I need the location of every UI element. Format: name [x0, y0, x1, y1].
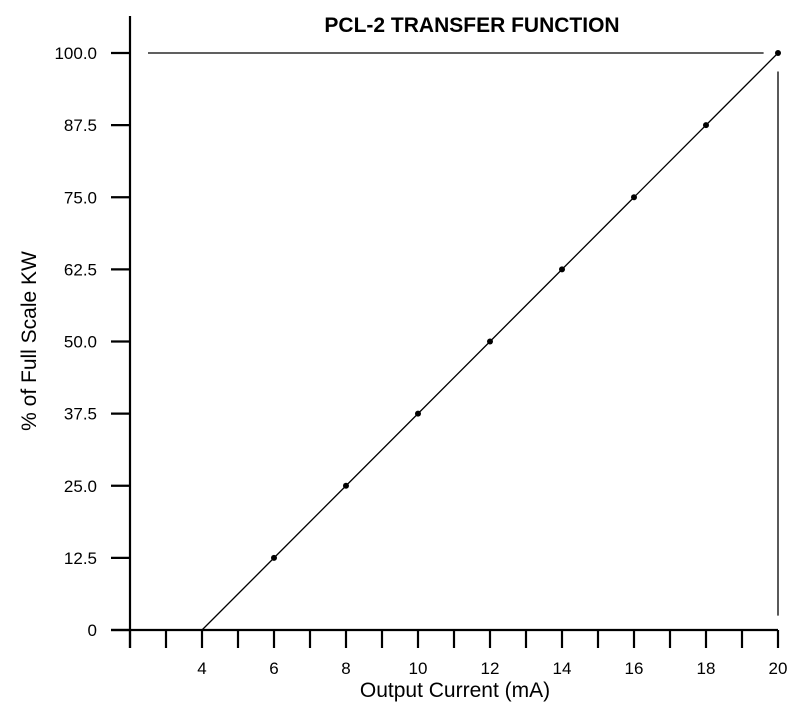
data-point-marker: [487, 338, 493, 345]
y-tick-label: 87.5: [64, 116, 97, 135]
y-axis: 0 12.5 25.0 37.5 50.0 62.5 75.0 87.5 100.0: [54, 16, 132, 648]
x-tick-label: 6: [269, 659, 278, 678]
x-tick-label: 10: [409, 659, 428, 678]
x-tick-label: 18: [697, 659, 716, 678]
y-tick-label: 75.0: [64, 188, 97, 207]
y-tick-label: 0: [88, 621, 97, 640]
x-tick-label: 16: [625, 659, 644, 678]
y-tick-label: 25.0: [64, 477, 97, 496]
data-point-marker: [271, 554, 277, 561]
x-tick-label: 14: [553, 659, 572, 678]
data-point-marker: [343, 482, 349, 489]
x-tick-label: 4: [197, 659, 206, 678]
y-tick-label: 37.5: [64, 405, 97, 424]
reference-lines: [148, 52, 779, 616]
data-point-marker: [559, 266, 565, 273]
chart-title: PCL-2 TRANSFER FUNCTION: [324, 14, 619, 37]
data-point-marker: [631, 194, 637, 201]
y-tick-label: 62.5: [64, 260, 97, 279]
data-point-marker: [703, 122, 709, 129]
data-series: [201, 50, 781, 631]
x-tick-label: 20: [769, 659, 788, 678]
x-axis-label: Output Current (mA): [360, 679, 550, 702]
y-axis-label: % of Full Scale KW: [18, 251, 41, 431]
x-tick-label: 8: [341, 659, 350, 678]
y-tick-label: 50.0: [64, 333, 97, 352]
x-axis: 4 6 8 10 12 14 16 18 20: [111, 628, 788, 678]
data-point-marker: [775, 50, 781, 56]
y-tick-label: 12.5: [64, 549, 97, 568]
y-tick-label: 100.0: [54, 44, 97, 63]
data-point-marker: [415, 410, 421, 417]
x-tick-label: 12: [481, 659, 500, 678]
